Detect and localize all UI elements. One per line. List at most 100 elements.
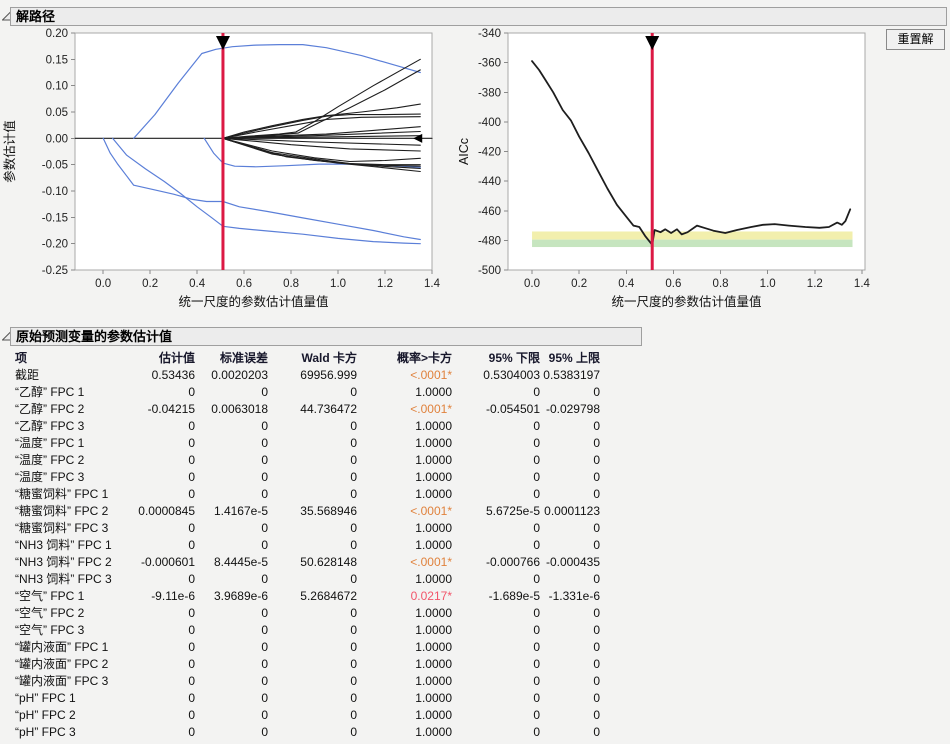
x-tick-label: 1.2 xyxy=(807,278,823,290)
value-cell: -0.04215 xyxy=(147,402,195,416)
y-tick-label: -0.15 xyxy=(42,212,68,224)
value-cell: 0 xyxy=(261,623,268,637)
reset-solution-button[interactable]: 重置解 xyxy=(886,29,945,50)
value-cell: 0 xyxy=(261,572,268,586)
term-cell: “温度” FPC 2 xyxy=(15,453,85,467)
y-tick-label: 0.05 xyxy=(46,107,68,119)
value-cell: 0 xyxy=(533,385,540,399)
term-cell: “NH3 饲料” FPC 1 xyxy=(15,538,112,552)
table-row: “糖蜜饲料” FPC 2 0.0000845 1.4167e-5 35.568946 <… xyxy=(15,503,600,520)
value-cell: 0.5383197 xyxy=(543,368,600,382)
value-cell: 0 xyxy=(188,419,195,433)
x-tick-label: 1.2 xyxy=(377,278,393,290)
value-cell: 0 xyxy=(188,572,195,586)
value-cell: 0 xyxy=(350,572,357,586)
x-tick-label: 0.8 xyxy=(283,278,299,290)
value-cell: 0 xyxy=(261,691,268,705)
table-row: “糖蜜饲料” FPC 3 0 0 0 1.0000 0 0 xyxy=(15,520,600,537)
y-tick-label: -500 xyxy=(478,265,501,277)
value-cell: 0 xyxy=(350,640,357,654)
value-cell: -0.000766 xyxy=(485,555,540,569)
table-row: “pH” FPC 1 0 0 0 1.0000 0 0 xyxy=(15,690,600,707)
series-path-9 xyxy=(222,137,421,146)
prob-cell: 1.0000 xyxy=(415,623,452,637)
x-tick-label: 0.6 xyxy=(665,278,681,290)
value-cell: 0 xyxy=(533,538,540,552)
value-cell: 44.736472 xyxy=(300,402,357,416)
value-cell: 0 xyxy=(261,521,268,535)
value-cell: 0 xyxy=(593,725,600,739)
value-cell: -0.000601 xyxy=(140,555,195,569)
value-cell: 0 xyxy=(533,674,540,688)
section-title: 解路径 xyxy=(16,9,56,24)
value-cell: 0 xyxy=(350,691,357,705)
value-cell: 0 xyxy=(593,419,600,433)
value-cell: 69956.999 xyxy=(300,368,357,382)
x-tick-label: 0.0 xyxy=(524,278,540,290)
term-cell: “温度” FPC 1 xyxy=(15,436,85,450)
prob-cell: 0.0217* xyxy=(410,589,452,603)
section-header-solution-path[interactable]: 解路径 xyxy=(10,7,947,26)
prob-cell: 1.0000 xyxy=(415,674,452,688)
term-cell: “NH3 饲料” FPC 3 xyxy=(15,572,112,586)
y-tick-label: -440 xyxy=(478,176,501,188)
value-cell: 5.6725e-5 xyxy=(485,504,540,518)
plot-area[interactable] xyxy=(74,32,433,271)
prob-cell: <.0001* xyxy=(410,504,452,518)
value-cell: 0 xyxy=(261,708,268,722)
term-cell: 截距 xyxy=(15,368,40,382)
plot-area[interactable] xyxy=(507,32,866,271)
series-path-5 xyxy=(222,116,421,139)
y-tick-label: 0.00 xyxy=(46,133,68,145)
param-path-chart[interactable]: 0.0 0.2 0.4 0.6 0.8 1.0 1.2 1.4 0.20 0.15 0.10 0.05… xyxy=(2,28,441,309)
value-cell: 5.2684672 xyxy=(300,589,357,603)
prob-cell: 1.0000 xyxy=(415,470,452,484)
value-cell: 0 xyxy=(593,640,600,654)
prob-cell: <.0001* xyxy=(410,368,452,382)
x-tick-label: 1.0 xyxy=(330,278,346,290)
value-cell: -0.054501 xyxy=(485,402,540,416)
term-cell: “罐内液面” FPC 1 xyxy=(15,640,109,654)
table-row: “罐内液面” FPC 1 0 0 0 1.0000 0 0 xyxy=(15,639,600,656)
x-tick-label: 0.4 xyxy=(189,278,206,290)
value-cell: 0 xyxy=(188,521,195,535)
value-cell: 0 xyxy=(593,674,600,688)
column-header: Wald 卡方 xyxy=(301,351,357,365)
value-cell: 0.0000845 xyxy=(138,504,195,518)
value-cell: -9.11e-6 xyxy=(151,589,195,603)
value-cell: 0 xyxy=(533,606,540,620)
value-cell: 0 xyxy=(533,436,540,450)
term-cell: “空气” FPC 1 xyxy=(15,589,85,603)
term-cell: “罐内液面” FPC 3 xyxy=(15,674,109,688)
solution-arrow-marker[interactable] xyxy=(645,36,660,50)
y-tick-label: 0.15 xyxy=(46,54,68,66)
solution-path-charts[interactable]: 0.0 0.2 0.4 0.6 0.8 1.0 1.2 1.4 0.20 0.15 0.10 0.05… xyxy=(0,0,950,320)
value-cell: 0 xyxy=(533,708,540,722)
y-tick-label: -420 xyxy=(478,147,501,159)
y-tick-label: -400 xyxy=(478,117,501,129)
column-header: 项 xyxy=(15,351,28,365)
value-cell: 0 xyxy=(188,606,195,620)
term-cell: “糖蜜饲料” FPC 2 xyxy=(15,504,109,518)
value-cell: 0 xyxy=(188,725,195,739)
value-cell: 0 xyxy=(350,538,357,552)
value-cell: 0 xyxy=(593,657,600,671)
series-path-6 xyxy=(222,126,421,139)
value-cell: 0 xyxy=(533,487,540,501)
value-cell: 0 xyxy=(533,725,540,739)
table-row: “罐内液面” FPC 2 0 0 0 1.0000 0 0 xyxy=(15,656,600,673)
series-path-10 xyxy=(222,137,421,152)
value-cell: 0 xyxy=(593,470,600,484)
prob-cell: 1.0000 xyxy=(415,538,452,552)
series-path-3 xyxy=(222,103,421,139)
prob-cell: 1.0000 xyxy=(415,640,452,654)
table-row: “乙醇” FPC 3 0 0 0 1.0000 0 0 xyxy=(15,418,600,435)
arrow-left-marker xyxy=(413,133,423,143)
value-cell: 0 xyxy=(188,708,195,722)
solution-arrow-marker[interactable] xyxy=(215,36,230,50)
table-row: “空气” FPC 3 0 0 0 1.0000 0 0 xyxy=(15,622,600,639)
section-header-estimates[interactable]: 原始预测变量的参数估计值 xyxy=(10,327,642,346)
aicc-chart[interactable]: 0.0 0.2 0.4 0.6 0.8 1.0 1.2 1.4 -340 -360 -380 -400… xyxy=(457,28,871,309)
prob-cell: 1.0000 xyxy=(415,385,452,399)
